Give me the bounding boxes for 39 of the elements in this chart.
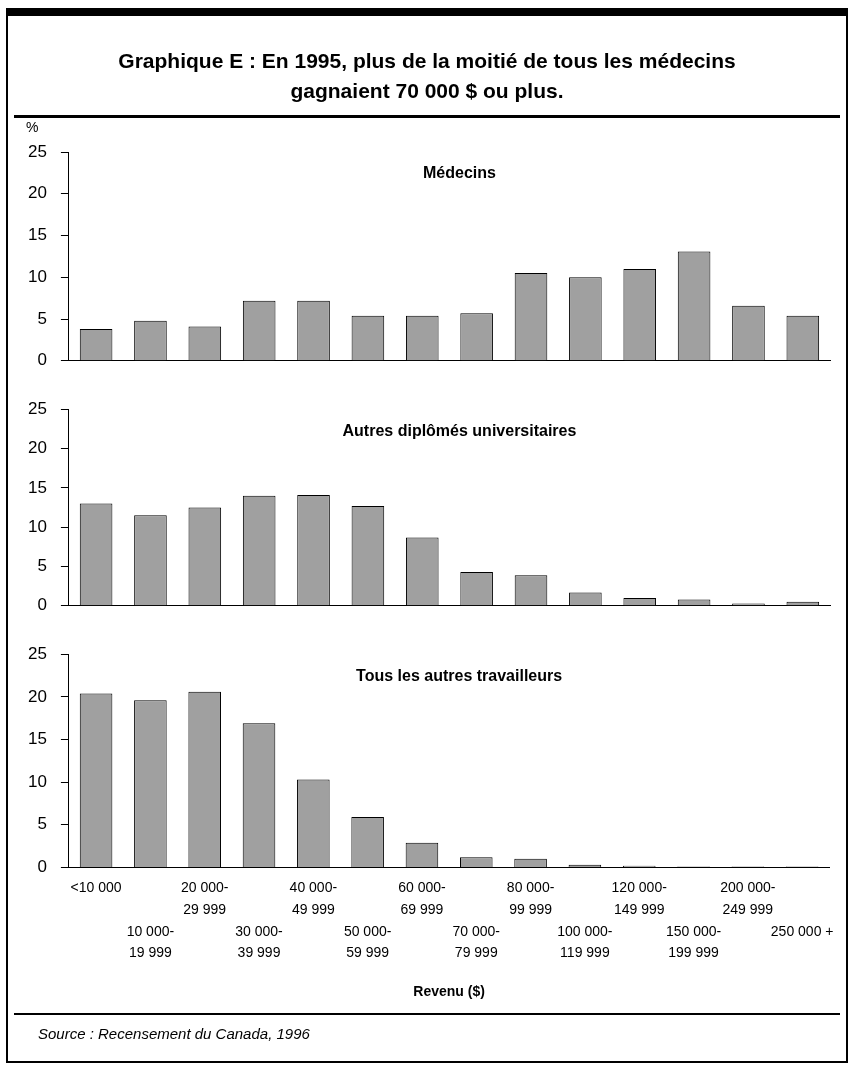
y-axis-title: % [26,118,39,135]
y-tick-label: 20 [27,438,47,458]
x-tick-label: 120 000- 149 999 [611,878,668,917]
y-tick-label: 5 [37,556,47,576]
y-tick-label: 15 [27,729,47,749]
x-tick-label: 200 000- 249 999 [720,878,776,917]
y-tick-label: 0 [37,350,47,370]
y-tick-label: 10 [27,516,47,536]
chart-title: Graphique E : En 1995, plus de la moitié de tous les médecins gagnaient 70 000 $ ou plus. [14,16,840,118]
x-tick-label: 50 000- 59 999 [343,922,392,961]
text: Tous les autres travailleurs [356,666,563,684]
y-tick-label: 0 [37,595,47,615]
y-tick-label: 15 [27,477,47,497]
x-tick-label: 60 000- 69 999 [398,878,447,917]
y-tick-label: 25 [27,643,47,663]
x-tick-label: 150 000- 199 999 [665,922,722,961]
y-tick-label: 20 [27,183,47,203]
y-tick-label: 25 [27,398,47,418]
y-tick-label: 20 [27,686,47,706]
x-tick-label: 100 000- 119 999 [557,922,613,961]
y-tick-label: 25 [27,141,47,161]
x-tick-label: 20 000- 29 999 [180,878,229,917]
x-tick-label: <10 000 [70,878,122,895]
x-tick-label: 80 000- 99 999 [506,878,555,917]
x-axis-title: Revenu ($) [413,983,485,1000]
x-tick-label: 70 000- 79 999 [452,922,501,961]
x-tick-label: 10 000- 19 999 [126,922,175,961]
source-note: Source : Recensement du Canada, 1996 [14,1012,840,1052]
x-tick-label: 40 000- 49 999 [289,878,338,917]
y-tick-label: 15 [27,225,47,245]
y-tick-label: 0 [37,856,47,876]
y-tick-label: 5 [37,814,47,834]
y-tick-label: 5 [37,308,47,328]
x-tick-label: 30 000- 39 999 [235,922,284,961]
text: Médecins [422,164,497,182]
y-tick-label: 10 [27,771,47,791]
y-tick-label: 10 [27,266,47,286]
x-tick-label: 250 000 + [770,922,834,939]
text: Autres diplômés universitaires [342,421,577,439]
